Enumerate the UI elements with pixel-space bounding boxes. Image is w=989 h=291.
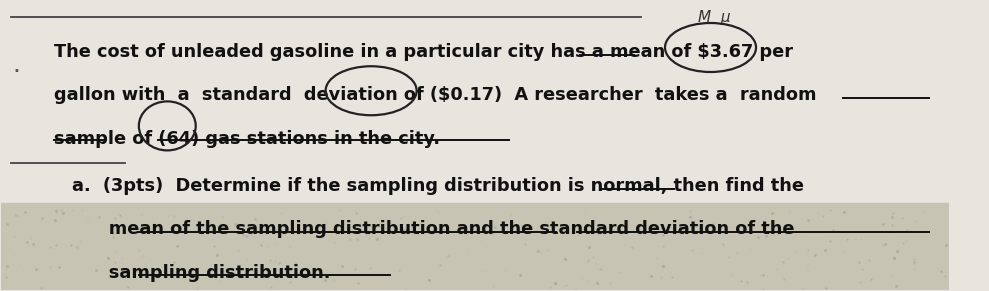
Text: sampling distribution.: sampling distribution. <box>72 264 331 282</box>
Text: M  μ: M μ <box>698 10 731 25</box>
Text: mean of the sampling distribution and the standard deviation of the: mean of the sampling distribution and th… <box>72 221 795 238</box>
Text: sample of (64) gas stations in the city.: sample of (64) gas stations in the city. <box>53 130 439 148</box>
Text: gallon with  a  standard  deviation of ($0.17)  A researcher  takes a  random: gallon with a standard deviation of ($0.… <box>53 86 816 104</box>
Text: a.  (3pts)  Determine if the sampling distribution is normal, then find the: a. (3pts) Determine if the sampling dist… <box>72 177 804 195</box>
Text: .: . <box>13 53 21 77</box>
Text: The cost of unleaded gasoline in a particular city has a mean of $3.67 per: The cost of unleaded gasoline in a parti… <box>53 43 792 61</box>
Bar <box>1 203 949 290</box>
